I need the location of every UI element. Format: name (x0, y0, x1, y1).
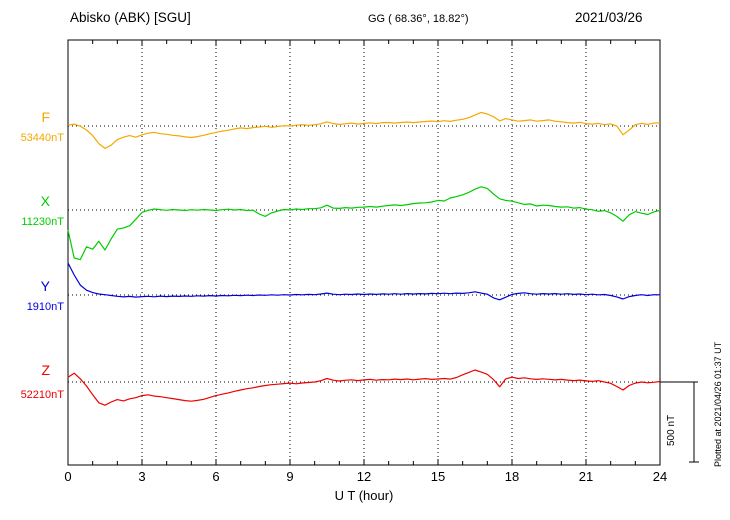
trace-y (67, 262, 661, 301)
trace-z (67, 369, 661, 406)
trace-label-z: Z (41, 362, 50, 378)
trace-label-x: X (40, 193, 50, 209)
plot-timestamp-note: Plotted at 2021/04/26 01:37 UT (713, 341, 723, 467)
trace-baseline-x: 11230nT (21, 216, 64, 228)
trace-baseline-f: 53440nT (20, 132, 64, 144)
date-label: 2021/03/26 (575, 10, 643, 25)
trace-x (67, 186, 661, 261)
x-tick-label: 3 (138, 469, 146, 484)
x-tick-label: 24 (652, 469, 668, 484)
x-tick-label: 21 (578, 469, 594, 484)
x-tick-label: 15 (430, 469, 446, 484)
x-tick-label: 12 (356, 469, 372, 484)
geographic-coordinates: GG ( 68.36°, 18.82°) (368, 13, 469, 25)
x-axis-tick-labels: 0 3 6 9 12 15 18 21 24 (0, 469, 730, 485)
trace-baseline-y: 1910nT (26, 301, 64, 313)
trace-label-y: Y (40, 278, 50, 294)
trace-baseline-z: 52210nT (20, 389, 64, 401)
x-tick-label: 0 (64, 469, 72, 484)
x-tick-label: 9 (286, 469, 294, 484)
station-title: Abisko (ABK) [SGU] (70, 10, 191, 25)
trace-f (67, 111, 661, 149)
scale-bar-label: 500 nT (666, 414, 677, 446)
x-tick-label: 18 (504, 469, 520, 484)
x-axis-title: U T (hour) (334, 488, 394, 503)
x-tick-label: 6 (212, 469, 220, 484)
trace-label-f: F (41, 109, 50, 125)
